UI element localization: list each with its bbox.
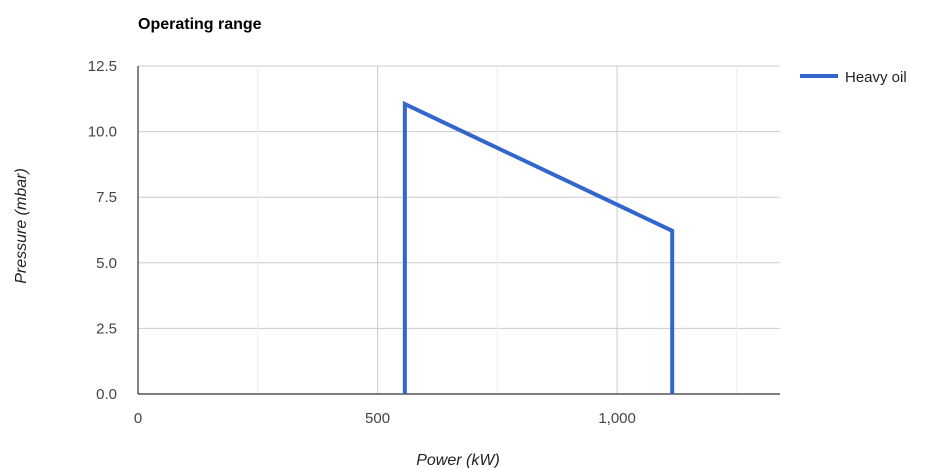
x-tick-label: 500 xyxy=(365,410,390,427)
legend-label-heavy-oil: Heavy oil xyxy=(845,69,907,86)
axes xyxy=(137,66,780,395)
y-tick-label: 10.0 xyxy=(88,124,117,141)
y-tick-label: 5.0 xyxy=(96,255,117,272)
y-tick-label: 2.5 xyxy=(96,320,117,337)
series-group xyxy=(402,100,675,394)
chart-title: Operating range xyxy=(138,16,262,33)
series-line-heavy-oil[interactable] xyxy=(402,100,675,394)
x-axis-title: Power (kW) xyxy=(416,452,500,468)
y-tick-label: 0.0 xyxy=(96,386,117,403)
x-tick-label: 1,000 xyxy=(598,410,636,427)
x-tick-labels: 0 500 1,000 xyxy=(134,410,636,427)
y-tick-labels: 0.0 2.5 5.0 7.5 10.0 12.5 xyxy=(88,58,117,403)
y-tick-label: 12.5 xyxy=(88,58,117,75)
x-tick-label: 0 xyxy=(134,410,142,427)
grid xyxy=(138,65,780,394)
y-axis-title: Pressure (mbar) xyxy=(13,168,30,284)
y-tick-label: 7.5 xyxy=(96,189,117,206)
legend[interactable]: Heavy oil xyxy=(800,69,907,86)
